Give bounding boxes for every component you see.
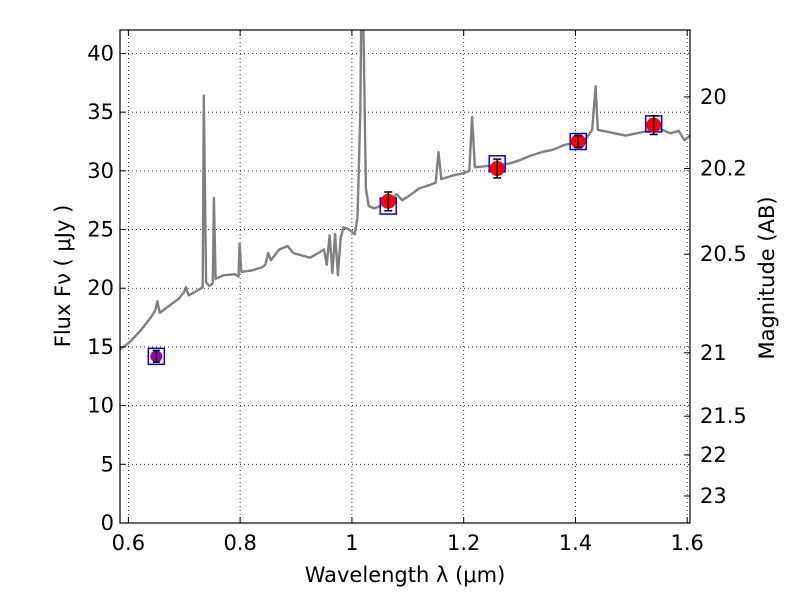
y2-tick-label: 20.5 — [700, 242, 747, 266]
y2-tick-label: 23 — [700, 484, 727, 508]
y-tick-label: 10 — [87, 394, 114, 418]
y2-axis-label: Magnitude (AB) — [755, 196, 779, 359]
y-axis-label: Flux Fν ( μJy ) — [51, 205, 75, 348]
x-tick-label: 1.4 — [559, 531, 592, 555]
y-tick-label: 40 — [87, 41, 114, 65]
x-tick-label: 1.6 — [671, 531, 704, 555]
x-tick-label: 0.8 — [223, 531, 256, 555]
x-axis-label: Wavelength λ (μm) — [305, 563, 506, 587]
y-tick-label: 0 — [101, 511, 114, 535]
x-tick-label: 1 — [345, 531, 358, 555]
plot-frame — [119, 29, 691, 524]
y-tick-label: 35 — [87, 100, 114, 124]
y-tick-label: 20 — [87, 276, 114, 300]
y2-tick-label: 21 — [700, 341, 727, 365]
y-tick-label: 30 — [87, 159, 114, 183]
x-tick-label: 0.6 — [112, 531, 145, 555]
y-tick-label: 5 — [101, 452, 114, 476]
y2-tick-label: 20.2 — [700, 157, 747, 181]
model-box — [147, 347, 166, 366]
y2-tick-label: 22 — [700, 443, 727, 467]
y2-tick-label: 20 — [700, 85, 727, 109]
x-tick-label: 1.2 — [447, 531, 480, 555]
y-tick-label: 15 — [87, 335, 114, 359]
y-tick-label: 25 — [87, 218, 114, 242]
model-box — [569, 132, 587, 151]
y2-tick-label: 21.5 — [700, 404, 747, 428]
